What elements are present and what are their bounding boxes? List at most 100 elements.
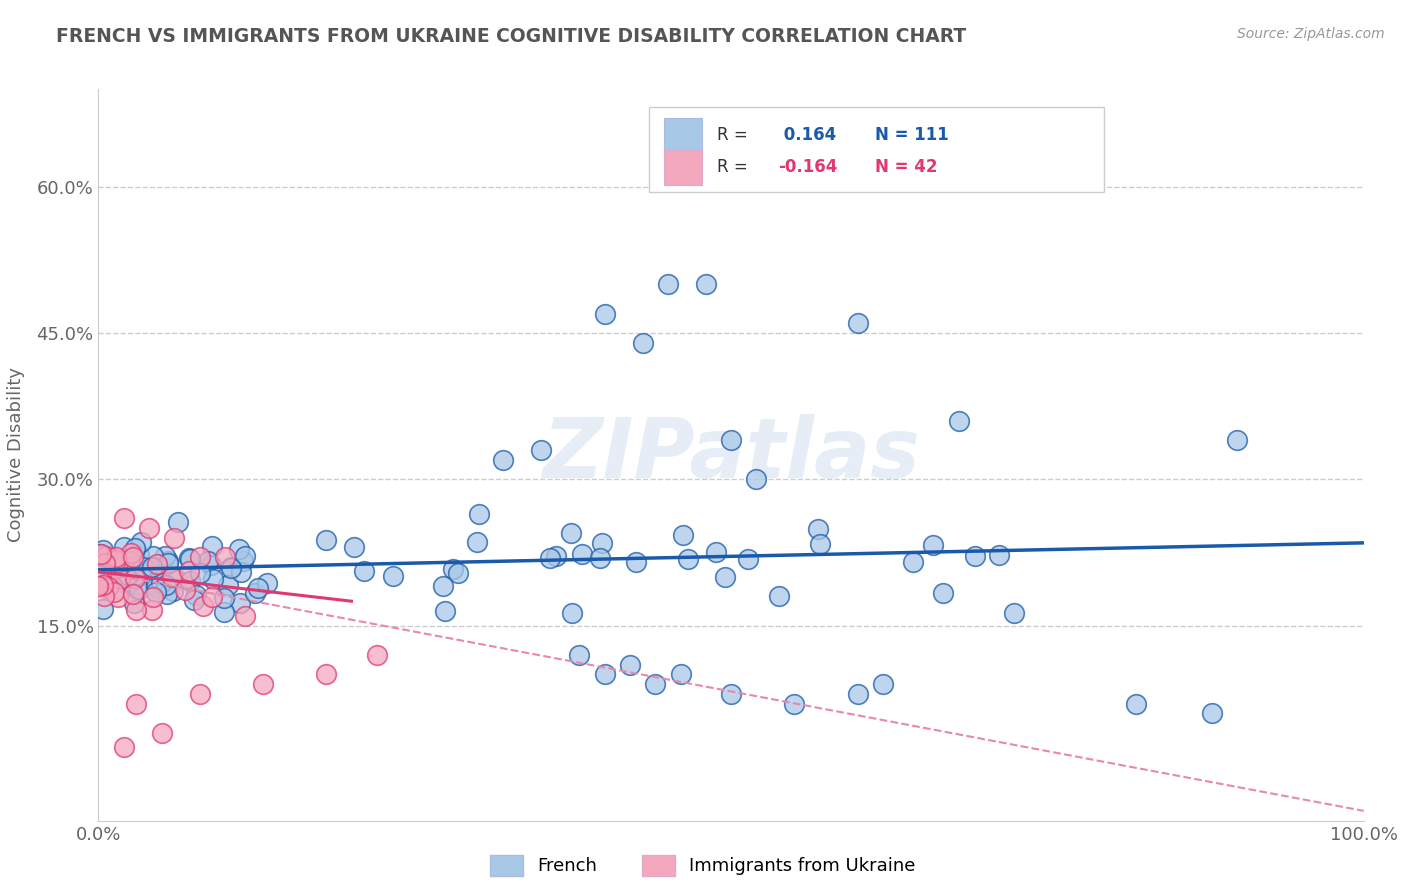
Text: Source: ZipAtlas.com: Source: ZipAtlas.com [1237,27,1385,41]
Point [112,511,135,525]
Point [156,557,179,571]
Point [669,667,692,681]
Point [162,584,184,599]
Point [122,587,145,601]
Point [111,569,134,583]
Point [229,596,252,610]
Point [125,568,148,582]
Point [120,546,142,560]
Point [100,556,122,570]
Point [107,590,129,604]
Point [214,550,236,565]
Point [89,547,111,561]
Point [93,543,115,558]
Point [118,554,141,568]
Point [112,541,135,555]
Point [492,452,515,467]
Point [96,581,118,595]
Point [111,572,134,586]
Point [124,571,146,585]
Point [948,414,970,428]
Point [593,667,616,681]
Point [1201,706,1223,721]
Point [441,562,464,576]
Point [808,537,831,551]
Point [93,578,115,592]
Point [135,566,157,581]
Point [1002,606,1025,620]
Point [315,667,337,681]
Point [217,577,239,591]
Point [212,591,235,606]
Point [201,591,224,605]
Point [111,557,134,571]
Point [89,573,111,587]
Text: R =: R = [717,159,754,177]
Point [315,533,337,547]
Point [921,537,943,551]
Point [593,306,616,320]
Point [201,573,224,587]
Point [121,574,143,588]
Point [118,560,141,574]
Point [468,507,491,521]
Point [434,604,457,618]
Text: N = 42: N = 42 [876,159,938,177]
Point [163,531,186,545]
Point [228,542,250,557]
Point [179,565,201,579]
Point [122,566,145,580]
Point [657,277,679,292]
Point [173,582,195,597]
Point [353,564,375,578]
Point [142,564,165,578]
Point [93,589,115,603]
Point [190,566,212,581]
Point [931,586,953,600]
Point [233,609,256,624]
Point [90,564,112,578]
Point [737,552,759,566]
Text: N = 111: N = 111 [876,127,949,145]
Point [125,697,148,711]
Point [90,565,112,579]
Point [221,559,243,574]
Point [252,677,274,691]
Point [104,561,127,575]
Point [111,574,134,589]
Point [90,547,112,561]
Point [745,472,768,486]
Point [110,572,132,586]
Point [179,550,201,565]
Point [191,599,214,613]
Point [145,580,167,594]
Point [233,549,256,563]
Point [112,740,135,755]
Y-axis label: Cognitive Disability: Cognitive Disability [7,368,25,542]
Point [120,575,142,590]
Point [619,657,641,672]
Point [97,580,120,594]
Point [720,687,742,701]
Point [179,574,201,588]
Point [846,687,869,701]
Point [179,551,201,566]
Legend: French, Immigrants from Ukraine: French, Immigrants from Ukraine [484,847,922,883]
Point [103,585,125,599]
Point [432,579,454,593]
Point [568,648,591,662]
Point [125,603,148,617]
Point [644,677,666,691]
Point [713,569,735,583]
Point [381,569,404,583]
Point [846,316,869,330]
Point [197,554,219,568]
Point [121,549,143,564]
Point [183,592,205,607]
FancyBboxPatch shape [648,108,1104,192]
Text: R =: R = [717,127,754,145]
Point [129,535,152,549]
Point [201,539,224,553]
Point [94,549,117,563]
Point [783,697,806,711]
